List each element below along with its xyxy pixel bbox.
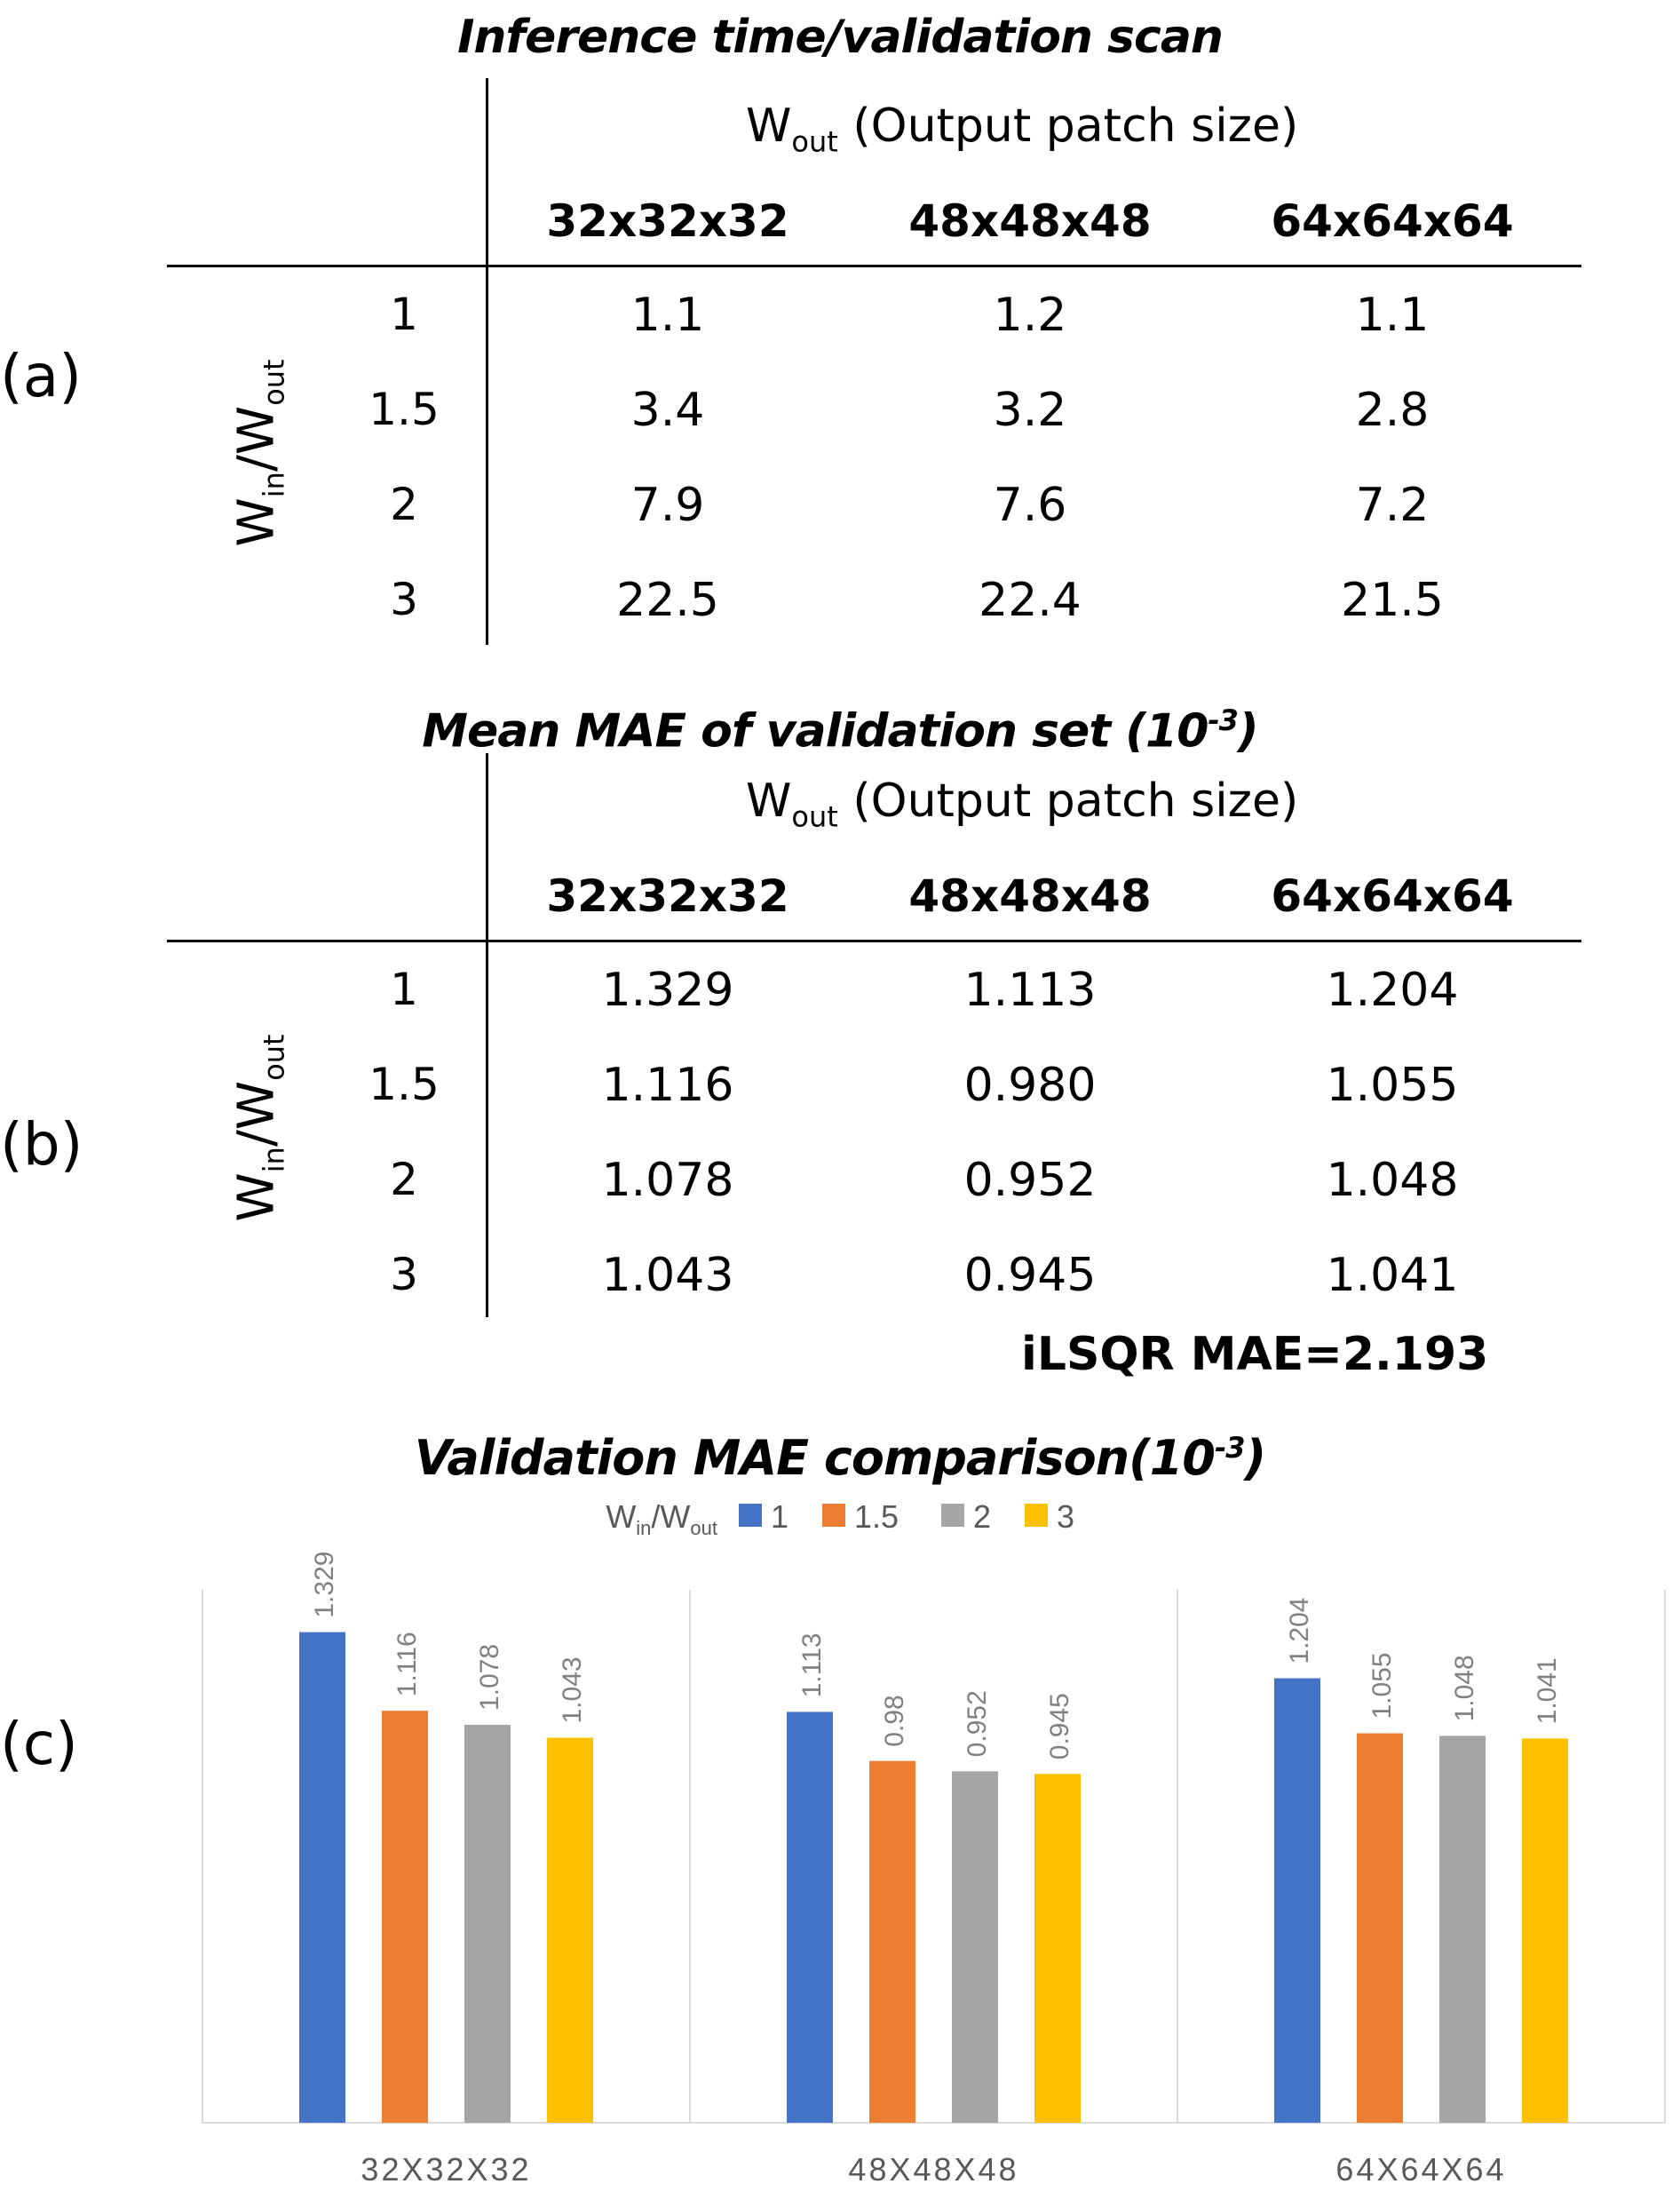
table-a-wout-label: Wout (Output patch size) — [746, 99, 1299, 159]
table-a-cell: 1.1 — [630, 289, 705, 342]
chart-title: Validation MAE comparison(10-3) — [414, 1430, 1266, 1486]
bar-label: 1.043 — [558, 1656, 587, 1723]
table-b-cell: 1.041 — [1326, 1249, 1459, 1302]
legend-swatch-0 — [739, 1504, 762, 1527]
table-a-cell: 2.8 — [1355, 384, 1430, 437]
bar-label: 0.945 — [1045, 1693, 1074, 1759]
legend-label-0: 1 — [771, 1498, 788, 1535]
bar-64X64X64-3 — [1522, 1738, 1568, 2123]
bar-32X32X32-1 — [299, 1632, 345, 2123]
table-b-cell: 0.980 — [963, 1059, 1097, 1112]
panel-label-a: (a) — [0, 342, 82, 410]
table-a-cell: 1.1 — [1355, 289, 1430, 342]
chart-x-axis: 32X32X32 48X48X48 64X64X64 — [361, 2151, 1506, 2188]
legend-swatch-3 — [1025, 1504, 1048, 1527]
bar-64X64X64-2 — [1439, 1735, 1486, 2123]
table-b-row-header: 1 — [390, 964, 418, 1015]
panel-label-c: (c) — [0, 1710, 78, 1778]
x-tick-label: 32X32X32 — [361, 2151, 531, 2188]
legend-label-2: 2 — [973, 1498, 991, 1535]
table-a-row-header: 3 — [390, 574, 418, 625]
table-a-col-header: 32x32x32 — [546, 195, 789, 247]
table-a-cell: 3.2 — [993, 384, 1067, 437]
table-a-col-header: 48x48x48 — [908, 195, 1152, 247]
bar-32X32X32-2 — [464, 1724, 511, 2123]
chart-frame — [202, 1590, 1666, 2124]
table-b-horizontal-rule — [167, 940, 1581, 942]
bar-32X32X32-1.5 — [382, 1711, 428, 2123]
table-a-row-header: 2 — [390, 479, 418, 530]
bar-label: 1.041 — [1533, 1657, 1562, 1724]
table-b-row-header: 3 — [390, 1249, 418, 1300]
table-b-cell: 0.945 — [963, 1249, 1097, 1302]
bar-48X48X48-3 — [1034, 1774, 1081, 2123]
table-a-cell: 7.9 — [630, 479, 705, 532]
bar-32X32X32-3 — [547, 1737, 593, 2123]
bar-label: 1.078 — [475, 1644, 504, 1711]
table-a-cell: 7.2 — [1355, 479, 1430, 532]
bar-48X48X48-1.5 — [869, 1760, 915, 2123]
table-a-row-header: 1 — [390, 289, 418, 340]
table-b-cell: 1.078 — [601, 1154, 734, 1207]
bar-label: 1.329 — [310, 1552, 339, 1618]
table-b-col-header: 64x64x64 — [1271, 870, 1514, 922]
table-a-cell: 22.4 — [979, 574, 1082, 627]
table-b-title: Mean MAE of validation set (10-3) — [422, 703, 1258, 758]
table-b-row-header: 2 — [390, 1154, 418, 1205]
bar-label: 0.952 — [963, 1690, 992, 1757]
legend-swatch-2 — [941, 1504, 964, 1527]
ilsqr-mae-note: iLSQR MAE=2.193 — [1021, 1328, 1489, 1381]
table-a-row-header: 1.5 — [368, 384, 440, 435]
bar-64X64X64-1 — [1274, 1678, 1320, 2123]
x-tick-label: 64X64X64 — [1335, 2151, 1506, 2188]
bar-label: 1.113 — [797, 1633, 827, 1698]
table-a-horizontal-rule — [167, 265, 1581, 267]
panel-label-b: (b) — [0, 1110, 83, 1179]
table-a-cell: 22.5 — [616, 574, 719, 627]
table-b-cell: 1.116 — [601, 1059, 734, 1112]
table-b-cell: 1.043 — [601, 1249, 734, 1302]
table-a-vertical-rule — [486, 78, 488, 645]
x-tick-label: 48X48X48 — [848, 2151, 1018, 2188]
bar-label: 1.055 — [1367, 1652, 1397, 1719]
bar-label: 1.204 — [1285, 1598, 1314, 1664]
table-b-cell: 1.113 — [963, 964, 1097, 1017]
table-a-cell: 3.4 — [630, 384, 705, 437]
table-a-title: Inference time/validation scan — [457, 11, 1224, 64]
bar-label: 0.98 — [880, 1695, 909, 1746]
bar-64X64X64-1.5 — [1357, 1733, 1403, 2123]
table-b-cell: 1.055 — [1326, 1059, 1459, 1112]
legend-label-1: 1.5 — [854, 1498, 899, 1535]
table-a-cell: 21.5 — [1341, 574, 1444, 627]
table-b-cell: 1.329 — [601, 964, 734, 1017]
bar-48X48X48-1 — [787, 1712, 833, 2123]
table-a-cell: 7.6 — [993, 479, 1067, 532]
legend-title: Win/Wout — [606, 1498, 717, 1539]
table-b-col-header: 48x48x48 — [908, 870, 1152, 922]
table-b-vertical-rule — [486, 753, 488, 1317]
table-b-cell: 1.204 — [1326, 964, 1459, 1017]
table-b-wout-label: Wout (Output patch size) — [746, 774, 1299, 834]
table-b-col-header: 32x32x32 — [546, 870, 789, 922]
legend-swatch-1 — [822, 1504, 845, 1527]
bar-label: 1.048 — [1450, 1655, 1479, 1721]
bar-48X48X48-2 — [952, 1771, 998, 2123]
table-b-cell: 0.952 — [963, 1154, 1097, 1207]
chart-legend: Win/Wout 1 1.5 2 3 — [606, 1498, 1074, 1539]
legend-label-3: 3 — [1057, 1498, 1074, 1535]
table-b-cell: 1.048 — [1326, 1154, 1459, 1207]
bar-label: 1.116 — [392, 1632, 422, 1696]
table-a-cell: 1.2 — [993, 289, 1067, 342]
chart-bars: 1.329 1.116 1.078 1.043 1.113 0.98 0.952 0.945 1… — [299, 1552, 1568, 2123]
table-b-row-header: 1.5 — [368, 1059, 440, 1110]
table-a-col-header: 64x64x64 — [1271, 195, 1514, 247]
